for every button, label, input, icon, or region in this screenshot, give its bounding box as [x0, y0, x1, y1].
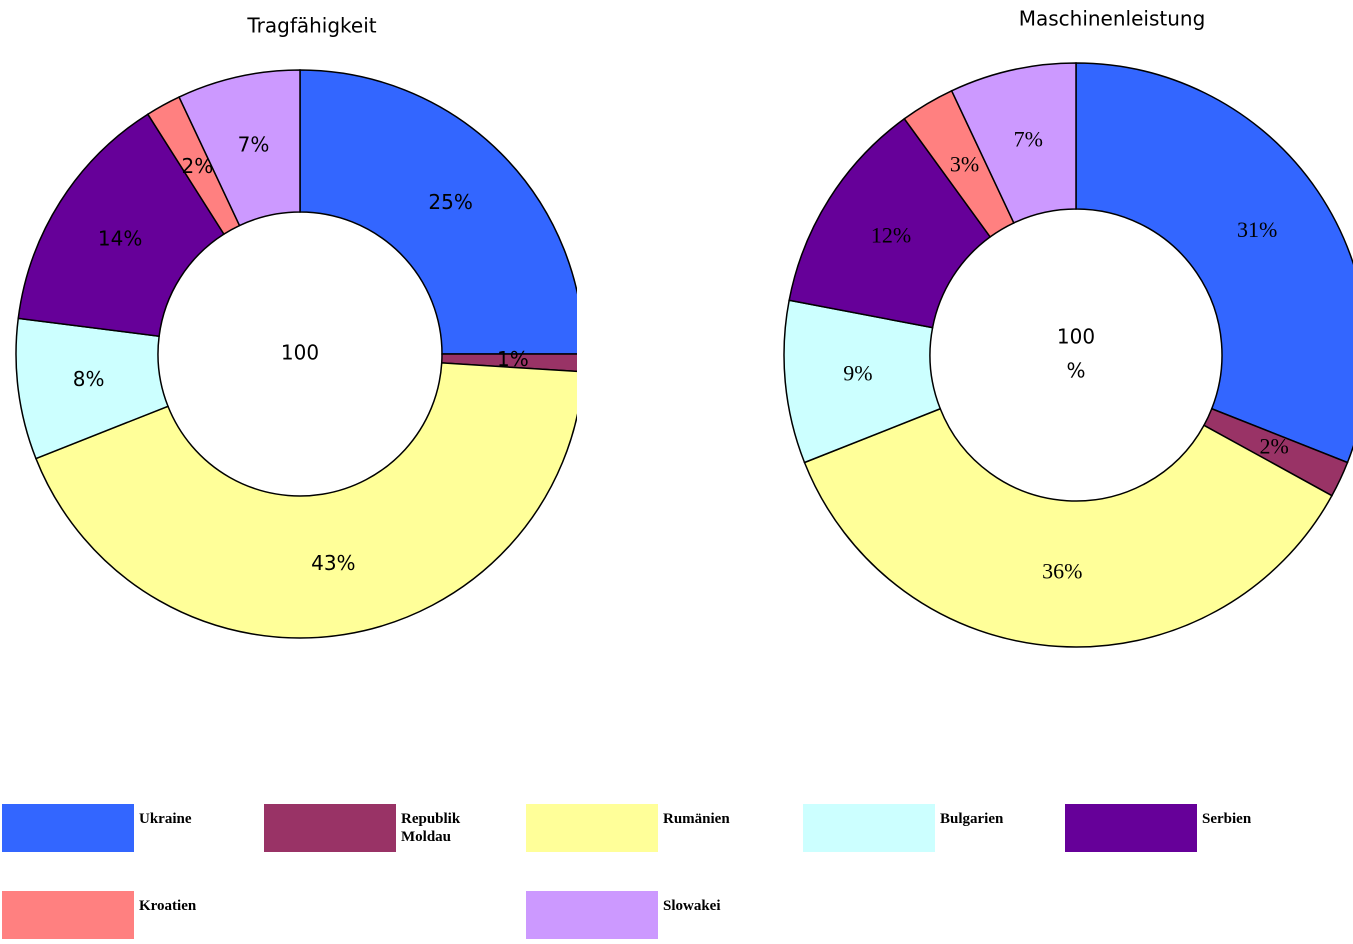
- legend-swatch: [1065, 804, 1197, 852]
- legend-item: Rumänien: [526, 804, 745, 852]
- data-label: 7%: [1014, 126, 1043, 151]
- slice: [788, 117, 992, 329]
- legend-item: Bulgarien: [803, 804, 1022, 852]
- chart-title: Maschinenleistung: [1019, 7, 1206, 31]
- donut-left: 25%1%43%8%14%2%7%: [15, 69, 577, 639]
- donut-right: 31% 2% 36% 9% 12% 3% 7%: [783, 62, 1353, 648]
- legend-item: Republik Moldau: [264, 804, 483, 852]
- legend-label: Bulgarien: [940, 811, 1004, 827]
- legend-item: Kroatien: [2, 891, 221, 939]
- data-label: 12%: [871, 223, 911, 248]
- slice: [1075, 62, 1353, 464]
- legend-swatch: [2, 891, 134, 939]
- slice: [299, 69, 577, 355]
- data-label: 31%: [1237, 217, 1277, 242]
- legend-swatch: [264, 804, 396, 852]
- center-label: 100: [1057, 325, 1095, 349]
- data-label: 25%: [428, 190, 472, 214]
- data-label: 7%: [238, 133, 270, 157]
- legend-label: Ukraine: [139, 811, 192, 827]
- legend-swatch: [526, 891, 658, 939]
- legend-item: Ukraine: [2, 804, 221, 852]
- legend-item: Serbien: [1065, 804, 1284, 852]
- center-label: %: [1066, 359, 1085, 383]
- center-label: 100: [281, 341, 319, 365]
- data-label: 9%: [843, 361, 872, 386]
- data-label: 14%: [98, 226, 142, 250]
- legend-label: Republik Moldau: [401, 811, 461, 845]
- chart-title: Tragfähigkeit: [246, 14, 376, 38]
- slice: [950, 62, 1077, 224]
- legend-label: Slowakei: [663, 898, 721, 914]
- legend-label: Rumänien: [663, 811, 730, 827]
- slice: [803, 407, 1333, 648]
- data-label: 3%: [950, 152, 979, 177]
- data-label: 36%: [1042, 559, 1082, 584]
- legend-swatch: [803, 804, 935, 852]
- slice: [178, 69, 301, 227]
- legend-label: Serbien: [1202, 811, 1252, 827]
- legend-swatch: [2, 804, 134, 852]
- legend-item: Slowakei: [526, 891, 745, 939]
- legend-swatch: [526, 804, 658, 852]
- data-label: 2%: [1259, 433, 1288, 458]
- legend-label: Kroatien: [139, 898, 197, 914]
- slice: [17, 113, 225, 338]
- slice: [34, 362, 577, 639]
- data-label: 8%: [73, 367, 105, 391]
- data-label: 43%: [311, 551, 355, 575]
